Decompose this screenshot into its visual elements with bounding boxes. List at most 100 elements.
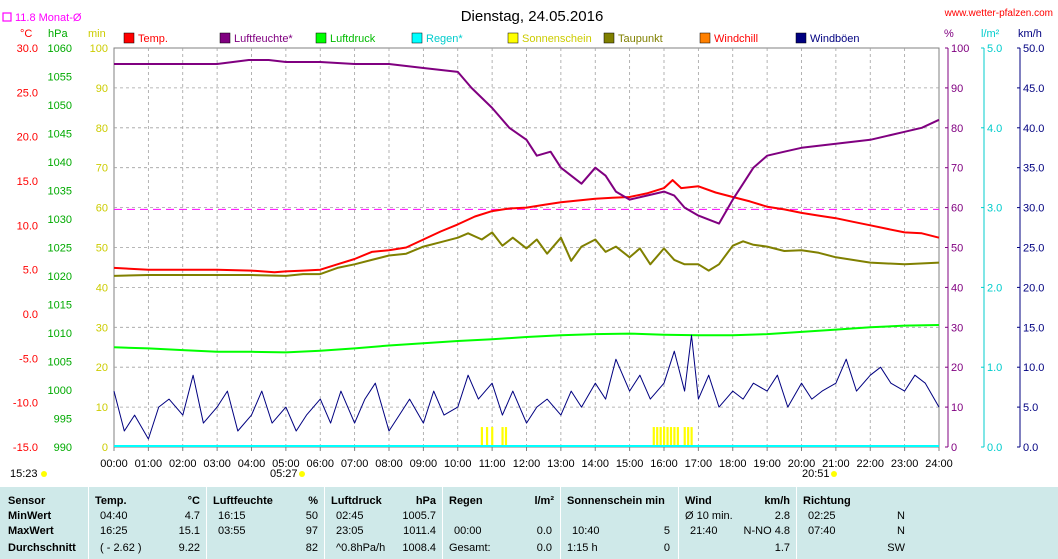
- sunset-label: 20:51: [802, 468, 830, 480]
- sunshine-axis-tick-label: 100: [90, 43, 108, 55]
- sunset-icon: [831, 471, 837, 477]
- legend-swatch: [219, 32, 231, 44]
- sunshine-bar: [652, 427, 655, 447]
- stats-cell: 21:40: [690, 525, 718, 537]
- rain-axis-tick-label: 3.0: [987, 203, 1002, 215]
- humidity-axis-tick-label: 50: [951, 243, 963, 255]
- legend-swatch: [411, 32, 423, 44]
- stats-cell: 1.7: [774, 542, 790, 554]
- wind-axis-tick-label: 30.0: [1023, 203, 1044, 215]
- legend-swatch: [315, 32, 327, 44]
- sunshine-bar: [656, 427, 659, 447]
- stats-cell: SW: [887, 542, 905, 554]
- temp-axis-tick-label: 25.0: [17, 87, 38, 99]
- stats-cell: 04:40: [100, 510, 128, 522]
- wind-axis-tick-label: 40.0: [1023, 123, 1044, 135]
- series-line-windb-en: [113, 334, 940, 440]
- temp-axis-tick-label: 30.0: [17, 43, 38, 55]
- sunshine-axis-tick-label: 90: [96, 83, 108, 95]
- stats-separator: [324, 487, 325, 559]
- humidity-axis-tick-label: 30: [951, 322, 963, 334]
- stats-header-sensor: Sensor: [8, 495, 46, 507]
- x-tick-label: 21:00: [822, 458, 850, 470]
- series-line-temp: [113, 179, 940, 274]
- pressure-axis-tick-label: 990: [54, 442, 72, 454]
- stats-separator: [678, 487, 679, 559]
- temp-axis-tick-label: 5.0: [23, 265, 38, 277]
- temp-axis-tick-label: -10.0: [13, 398, 38, 410]
- stats-cell: 02:45: [336, 510, 364, 522]
- stats-cell: 0: [663, 542, 670, 554]
- stats-cell: ( - 2.62 ): [100, 542, 142, 554]
- series-line-luftdruck: [113, 324, 940, 354]
- now-sun-icon: [41, 471, 47, 477]
- wind-axis-tick-label: 0.0: [1023, 442, 1038, 454]
- stats-cell: 1005.7: [402, 510, 436, 522]
- stats-cell: 02:25: [808, 510, 836, 522]
- legend-swatch: [795, 32, 807, 44]
- series-line-luftfeuchte: [114, 59, 940, 225]
- stats-separator: [560, 487, 561, 559]
- legend-label: Windböen: [810, 33, 860, 45]
- x-tick-label: 19:00: [753, 458, 781, 470]
- legend-label: Sonnenschein: [522, 33, 592, 45]
- stats-cell: 15.1: [178, 525, 200, 537]
- x-tick-label: 23:00: [891, 458, 919, 470]
- wind-axis-tick-label: 25.0: [1023, 243, 1044, 255]
- legend-label: Windchill: [714, 33, 758, 45]
- pressure-axis-tick-label: 1060: [48, 43, 72, 55]
- sunrise-label: 05:27: [270, 468, 298, 480]
- stats-cell: 23:05: [336, 525, 364, 537]
- sunshine-axis-tick-label: 0: [102, 442, 108, 454]
- stats-cell: 0.0: [536, 525, 552, 537]
- stats-cell: 2.8: [774, 510, 790, 522]
- x-tick-label: 13:00: [547, 458, 575, 470]
- stats-cell: Ø 10 min.: [685, 510, 733, 522]
- x-tick-label: 24:00: [925, 458, 953, 470]
- chart-title: Dienstag, 24.05.2016: [461, 8, 604, 25]
- stats-header-direction: Richtung: [803, 495, 851, 507]
- sunshine-axis-tick-label: 10: [96, 402, 108, 414]
- sunshine-bar: [663, 427, 666, 447]
- humidity-axis-tick-label: 60: [951, 203, 963, 215]
- stats-cell: 07:40: [808, 525, 836, 537]
- legend-swatch: [699, 32, 711, 44]
- stats-header-rain-unit: l/m²: [534, 495, 554, 507]
- x-tick-label: 20:00: [788, 458, 816, 470]
- rain-axis-tick-label: 2.0: [987, 282, 1002, 294]
- legend-label: Temp.: [138, 33, 168, 45]
- stats-table: Sensor Temp. °C Luftfeuchte % Luftdruck …: [0, 487, 1058, 559]
- site-link[interactable]: www.wetter-pfalzen.com: [944, 8, 1053, 19]
- sunshine-axis-tick-label: 70: [96, 163, 108, 175]
- rain-axis-unit: l/m²: [981, 28, 1000, 40]
- pressure-axis-tick-label: 1000: [48, 385, 72, 397]
- wind-axis-unit: km/h: [1018, 28, 1042, 40]
- stats-cell: N: [897, 510, 905, 522]
- stats-cell: N-NO 4.8: [743, 525, 790, 537]
- month-avg-marker-icon: [2, 12, 12, 22]
- legend-label: Luftdruck: [330, 33, 376, 45]
- x-tick-label: 06:00: [306, 458, 334, 470]
- x-tick-label: 08:00: [375, 458, 403, 470]
- stats-cell: 97: [305, 525, 318, 537]
- now-time-label: 15:23: [10, 468, 38, 480]
- stats-cell: 1008.4: [402, 542, 436, 554]
- sunshine-axis-tick-label: 50: [96, 243, 108, 255]
- humidity-axis-tick-label: 40: [951, 282, 963, 294]
- wind-axis-tick-label: 20.0: [1023, 282, 1044, 294]
- pressure-axis-tick-label: 1020: [48, 271, 72, 283]
- stats-separator: [796, 487, 797, 559]
- x-tick-label: 22:00: [856, 458, 884, 470]
- sunshine-bar: [683, 427, 686, 447]
- stats-cell: 16:15: [218, 510, 246, 522]
- stats-separator: [442, 487, 443, 559]
- sunshine-bar: [491, 427, 494, 447]
- stats-cell: 50: [305, 510, 318, 522]
- wind-axis-tick-label: 35.0: [1023, 163, 1044, 175]
- temp-axis-tick-label: 10.0: [17, 220, 38, 232]
- sunshine-bar: [690, 427, 693, 447]
- stats-header-pressure-unit: hPa: [415, 495, 436, 507]
- sunshine-bar: [687, 427, 690, 447]
- sunshine-bar: [485, 427, 489, 447]
- humidity-axis-tick-label: 100: [951, 43, 969, 55]
